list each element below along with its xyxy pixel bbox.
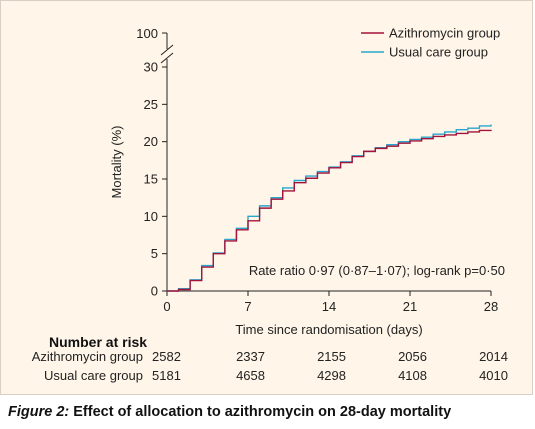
legend-label: Azithromycin group (389, 26, 500, 41)
y-tick-label: 5 (151, 246, 158, 261)
x-axis-label: Time since randomisation (days) (235, 322, 422, 337)
figure-caption: Figure 2: Effect of allocation to azithr… (8, 404, 451, 420)
risk-count: 5181 (152, 368, 181, 383)
y-tick-label: 0 (151, 284, 158, 299)
series-line-azithromycin-group (167, 129, 492, 292)
y-tick-label: 15 (144, 172, 158, 187)
x-tick-label: 21 (403, 299, 417, 314)
kaplan-meier-chart: 100 0 5 10 15 20 25 30 0 7 14 21 28 Azithromycin gro… (32, 26, 508, 384)
risk-count: 4010 (479, 368, 508, 383)
risk-count: 2155 (317, 349, 346, 364)
axis-break-mark (160, 44, 174, 56)
caption-text: Effect of allocation to azithromycin on … (69, 404, 452, 420)
caption-lead: Figure 2: (8, 404, 70, 420)
y-tick-label: 30 (144, 60, 158, 75)
risk-table-title: Number at risk (49, 334, 147, 350)
risk-count: 2056 (398, 349, 427, 364)
rate-ratio-annotation: Rate ratio 0·97 (0·87–1·07); log-rank p=… (249, 263, 505, 278)
risk-row-label: Azithromycin group (32, 349, 143, 364)
risk-row-label: Usual care group (44, 368, 143, 383)
y-tick-label: 100 (136, 26, 158, 41)
x-tick-label: 14 (322, 299, 336, 314)
x-tick-label: 28 (484, 299, 498, 314)
risk-count: 2582 (152, 349, 181, 364)
y-tick-label: 10 (144, 209, 158, 224)
legend-label: Usual care group (389, 45, 488, 60)
risk-count: 4658 (236, 368, 265, 383)
risk-count: 2014 (479, 349, 508, 364)
risk-count: 4108 (398, 368, 427, 383)
y-tick-label: 20 (144, 134, 158, 149)
axis-break-mark (160, 52, 174, 64)
risk-count: 4298 (317, 368, 346, 383)
y-tick-label: 25 (144, 97, 158, 112)
x-tick-label: 7 (244, 299, 251, 314)
y-axis-label: Mortality (%) (109, 126, 124, 199)
figure-panel (0, 0, 533, 395)
x-tick-label: 0 (163, 299, 170, 314)
risk-count: 2337 (236, 349, 265, 364)
